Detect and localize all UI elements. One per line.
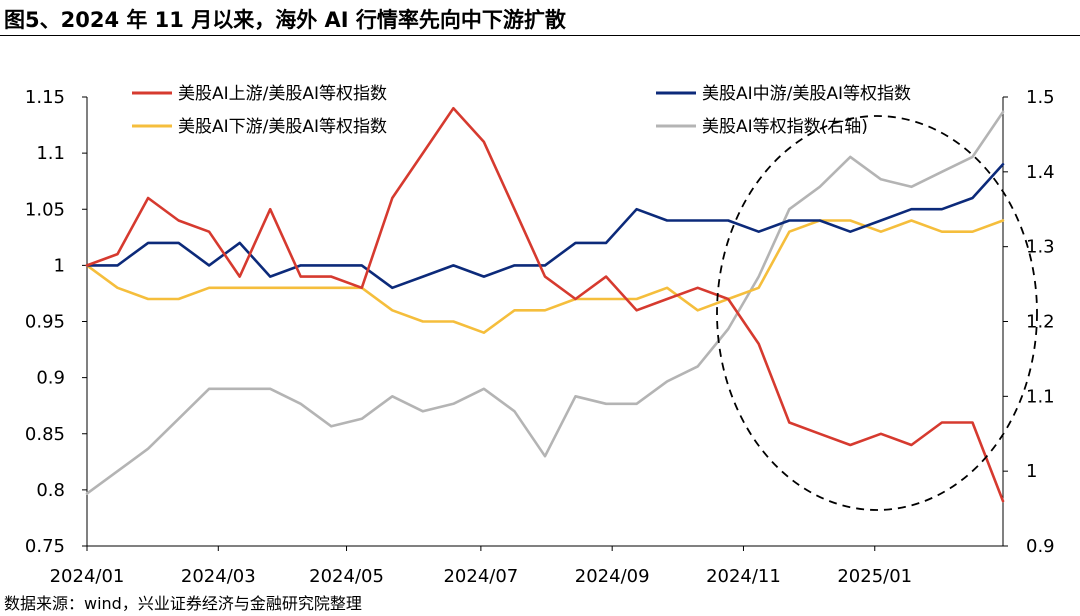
y-left-tick-label: 0.8	[36, 480, 65, 501]
y-right-tick-label: 1.5	[1026, 87, 1055, 108]
y-right-tick-label: 0.9	[1026, 536, 1055, 557]
line-chart: 0.75 0.8 0.85 0.9 0.95 1 1.05 1.1 1.15 0.9 1 1.1 1.2…	[25, 84, 1055, 587]
y-left-tick-label: 1.05	[25, 199, 65, 220]
series-line	[85, 163, 1005, 290]
y-right-tick-label: 1	[1026, 461, 1037, 482]
y-right-tick-label: 1.2	[1026, 312, 1055, 333]
y-right-tick-label: 1.1	[1026, 386, 1055, 407]
y-left-tick-label: 0.75	[25, 536, 65, 557]
x-tick-label: 2024/05	[309, 566, 384, 587]
series-lines	[85, 106, 1005, 503]
title-divider	[0, 35, 1080, 36]
legend: 美股AI上游/美股AI等权指数 美股AI中游/美股AI等权指数美股AI下游/美股A…	[132, 84, 911, 137]
y-left-tick-label: 1	[54, 255, 65, 276]
highlight-ellipse	[716, 115, 1038, 511]
series-line	[85, 219, 1005, 335]
legend-label: 美股AI中游/美股AI等权指数	[702, 84, 911, 104]
axes-group: 0.75 0.8 0.85 0.9 0.95 1 1.05 1.1 1.15 0.9 1 1.1 1.2…	[25, 87, 1055, 587]
legend-label: 美股AI下游/美股AI等权指数	[178, 117, 387, 137]
series-line	[85, 106, 1005, 503]
y-left-tick-label: 1.15	[25, 87, 65, 108]
y-left-tick-label: 0.9	[36, 368, 65, 389]
y-left-tick-label: 0.95	[25, 312, 65, 333]
data-source: 数据来源：wind，兴业证券经济与金融研究院整理	[4, 594, 362, 613]
x-tick-label: 2025/01	[837, 566, 912, 587]
legend-label: 美股AI等权指数(右轴)	[702, 117, 868, 137]
x-tick-label: 2024/03	[181, 566, 256, 587]
legend-label: 美股AI上游/美股AI等权指数	[178, 84, 387, 104]
y-left-tick-label: 1.1	[36, 143, 65, 164]
y-right-tick-label: 1.4	[1026, 162, 1055, 183]
series-line	[85, 110, 1005, 495]
x-tick-label: 2024/11	[706, 566, 781, 587]
y-left-tick-label: 0.85	[25, 424, 65, 445]
x-tick-label: 2024/09	[575, 566, 650, 587]
y-right-tick-label: 1.3	[1026, 237, 1055, 258]
x-tick-label: 2024/07	[443, 566, 518, 587]
x-tick-label: 2024/01	[50, 566, 125, 587]
chart-title: 图5、2024 年 11 月以来，海外 AI 行情率先向中下游扩散	[4, 8, 566, 32]
